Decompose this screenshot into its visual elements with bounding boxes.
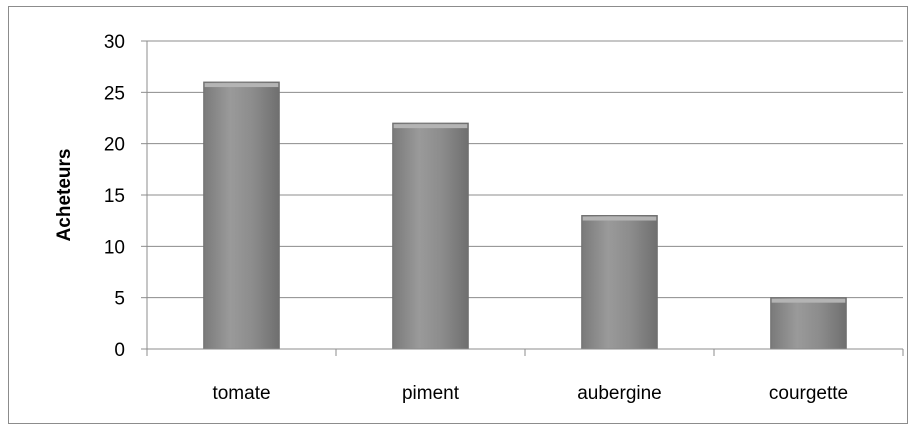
x-tick-label: piment bbox=[402, 383, 460, 404]
bar-bevel bbox=[771, 298, 846, 303]
bar-aubergine bbox=[581, 215, 658, 350]
bars bbox=[203, 81, 847, 350]
y-tick-label: 10 bbox=[104, 237, 125, 258]
bar-bevel bbox=[204, 83, 279, 88]
x-tick-label: courgette bbox=[769, 383, 848, 404]
y-tick-label: 20 bbox=[104, 135, 125, 156]
axes bbox=[141, 40, 904, 356]
bar-bevel bbox=[393, 124, 468, 129]
y-tick-label: 15 bbox=[104, 186, 125, 207]
bar-tomate bbox=[203, 81, 280, 350]
bar-piment bbox=[392, 122, 469, 350]
x-tick-labels: tomate piment aubergine courgette bbox=[212, 383, 848, 404]
bar-courgette bbox=[770, 297, 847, 350]
y-tick-labels: 0 5 10 15 20 25 30 bbox=[104, 32, 125, 361]
x-tick-label: aubergine bbox=[577, 383, 662, 404]
y-tick-label: 0 bbox=[114, 340, 125, 361]
y-tick-label: 5 bbox=[114, 289, 125, 310]
y-tick-label: 25 bbox=[104, 83, 125, 104]
y-axis-label: Acheteurs bbox=[54, 149, 75, 242]
y-tick-label: 30 bbox=[104, 32, 125, 53]
x-tick-label: tomate bbox=[212, 383, 270, 404]
bar-bevel bbox=[582, 216, 657, 221]
